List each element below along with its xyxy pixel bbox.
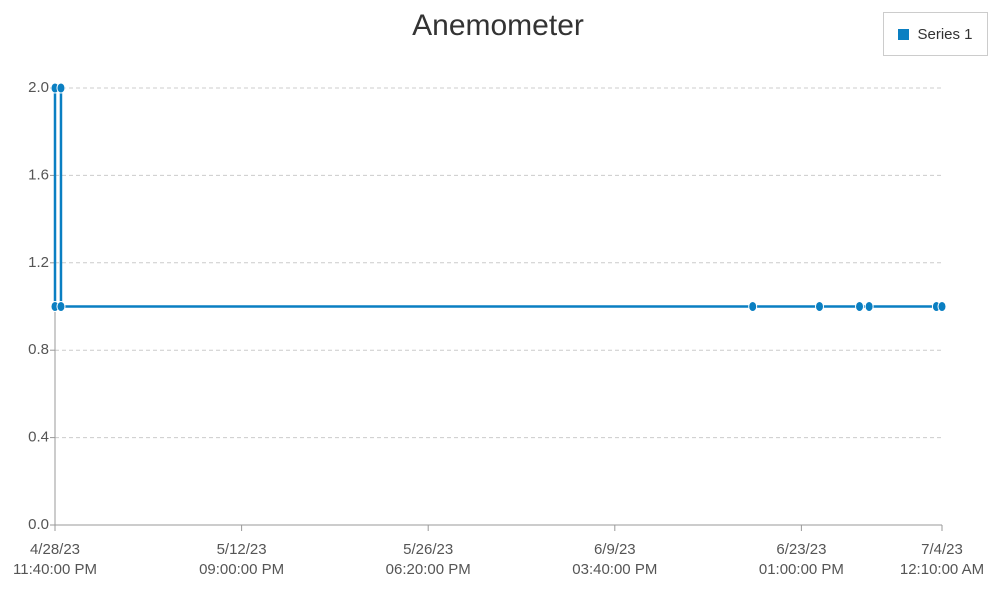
y-tick-label: 1.2 — [28, 254, 49, 271]
x-tick-label: 5/26/23 06:20:00 PM — [385, 541, 471, 578]
legend: Series 1 — [883, 12, 988, 56]
legend-label: Series 1 — [917, 25, 973, 43]
y-tick-label: 0.0 — [28, 516, 49, 533]
legend-swatch — [898, 28, 910, 40]
x-tick-label: 6/23/23 01:00:00 PM — [758, 541, 844, 578]
data-point — [855, 301, 865, 312]
y-tick-label: 1.6 — [28, 166, 49, 183]
data-point — [56, 82, 66, 94]
y-tick-label: 0.4 — [28, 429, 49, 446]
series-line — [53, 86, 942, 308]
x-tick-label: 4/28/23 11:40:00 PM — [13, 541, 97, 578]
data-point — [864, 301, 874, 312]
x-tick-label: 5/12/23 09:00:00 PM — [199, 541, 285, 578]
data-point — [814, 301, 824, 312]
chart-title: Anemometer — [412, 9, 584, 42]
data-point — [937, 301, 947, 312]
data-point — [56, 301, 66, 312]
y-tick-label: 2.0 — [28, 79, 49, 96]
data-point — [748, 301, 758, 312]
x-tick-label: 6/9/23 03:40:00 PM — [572, 541, 658, 578]
y-tick-label: 0.8 — [28, 341, 49, 358]
x-tick-label: 7/4/23 12:10:00 AM — [899, 541, 985, 578]
